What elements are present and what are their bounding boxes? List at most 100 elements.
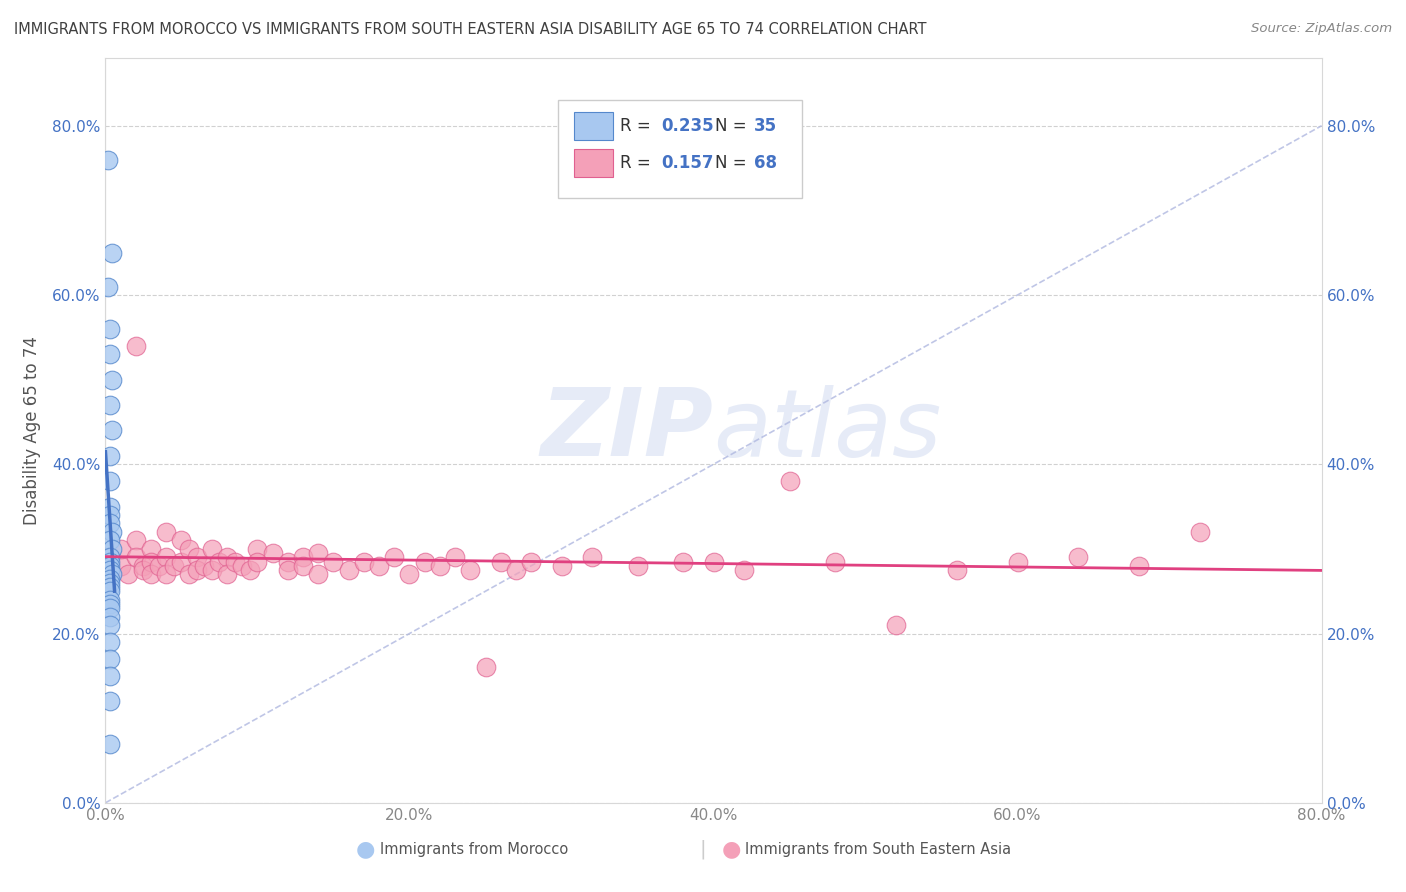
Point [98,533,121,548]
Text: ●: ● [721,839,741,859]
Point [458,563,481,577]
Point [474,660,496,674]
Y-axis label: Disability Age 65 to 74: Disability Age 65 to 74 [22,336,41,524]
Text: Source: ZipAtlas.com: Source: ZipAtlas.com [1251,22,1392,36]
Point [186,550,208,565]
Point [779,474,801,488]
Point [1188,524,1211,539]
Text: |: | [700,839,706,859]
Point [277,563,299,577]
Point [98,449,121,463]
Point [155,524,177,539]
Point [155,567,177,582]
Point [550,558,572,573]
Point [117,567,139,582]
Point [292,558,315,573]
Point [1128,558,1150,573]
Text: atlas: atlas [713,384,942,476]
Point [201,563,224,577]
Point [110,558,132,573]
Point [98,737,121,751]
Bar [574,112,613,140]
Point [733,563,755,577]
Point [170,533,193,548]
Point [139,555,162,569]
Point [224,555,246,569]
Point [98,558,121,573]
Point [98,694,121,708]
Text: 35: 35 [754,117,776,135]
Text: 0.157: 0.157 [661,154,714,172]
Point [193,558,215,573]
Point [98,555,121,569]
Point [322,555,344,569]
Point [100,245,122,260]
Point [98,609,121,624]
Point [201,541,224,556]
Point [125,533,148,548]
Point [277,555,299,569]
Point [98,575,121,590]
Text: Immigrants from South Eastern Asia: Immigrants from South Eastern Asia [745,842,1011,856]
Point [98,592,121,607]
Point [217,550,239,565]
Point [824,555,846,569]
Point [702,555,725,569]
Point [110,541,132,556]
Point [98,618,121,632]
Point [246,555,269,569]
Text: R =: R = [620,154,655,172]
Point [100,373,122,387]
Point [672,555,695,569]
Point [139,567,162,582]
Point [132,563,155,577]
Text: ZIP: ZIP [541,384,713,476]
Point [98,635,121,649]
Point [125,550,148,565]
Point [208,555,231,569]
Text: Immigrants from Morocco: Immigrants from Morocco [380,842,568,856]
Point [100,423,122,437]
Point [505,563,527,577]
Point [98,601,121,615]
Point [155,550,177,565]
Point [489,555,512,569]
Point [307,567,329,582]
Point [100,541,122,556]
Point [382,550,405,565]
Point [307,546,329,560]
Point [626,558,648,573]
Point [945,563,967,577]
Point [97,279,120,293]
Point [100,567,122,582]
Point [239,563,262,577]
Point [413,555,436,569]
Point [97,153,120,167]
Point [98,322,121,336]
Point [98,584,121,599]
Point [177,567,200,582]
Point [100,524,122,539]
Point [429,558,451,573]
Point [217,567,239,582]
Point [398,567,420,582]
Point [98,398,121,412]
Text: ●: ● [356,839,375,859]
Point [98,508,121,522]
Point [262,546,284,560]
Point [337,563,360,577]
Text: 68: 68 [754,154,776,172]
Point [186,563,208,577]
Point [1067,550,1090,565]
FancyBboxPatch shape [558,101,803,198]
Point [98,572,121,586]
Text: N =: N = [714,117,752,135]
Point [98,474,121,488]
Point [98,563,121,577]
Point [98,669,121,683]
Point [98,500,121,514]
Text: R =: R = [620,117,655,135]
Point [139,541,162,556]
Point [98,550,121,565]
Point [163,558,186,573]
